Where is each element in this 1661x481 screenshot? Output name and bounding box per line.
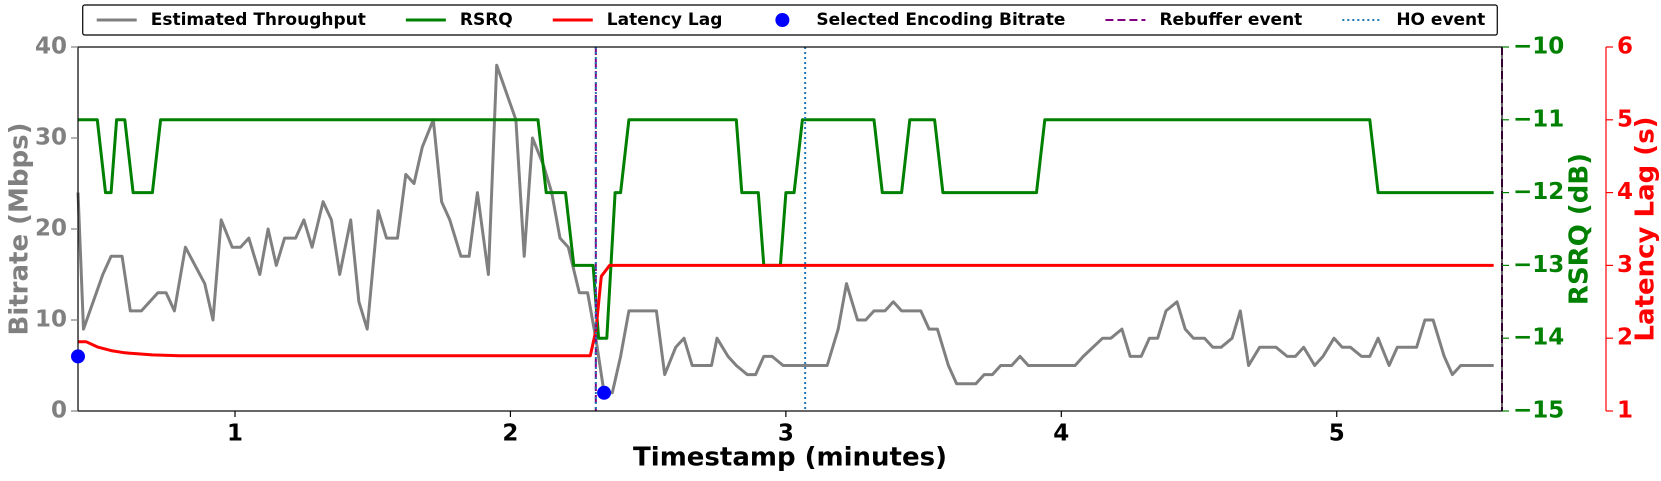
legend: Estimated Throughput RSRQ Latency Lag Selec… (82, 4, 1498, 36)
x-axis-label: Timestamp (minutes) (633, 443, 947, 473)
y3-tick-label: 3 (1617, 252, 1633, 278)
legend-label: Latency Lag (607, 10, 723, 30)
legend-label: Rebuffer event (1159, 10, 1302, 30)
y2-tick-label: −11 (1513, 106, 1564, 132)
y2-tick-label: −13 (1513, 252, 1564, 278)
legend-item: Rebuffer event (1105, 10, 1302, 30)
legend-item: Selected Encoding Bitrate (775, 10, 1065, 30)
y3-axis-label: Latency Lag (s) (1631, 116, 1661, 341)
x-tick-label: 3 (778, 421, 794, 447)
y-tick-label: 0 (51, 398, 67, 424)
y-tick-label: 40 (35, 34, 67, 60)
legend-label: Selected Encoding Bitrate (816, 10, 1065, 30)
legend-item: RSRQ (405, 10, 513, 30)
legend-label: RSRQ (460, 10, 513, 30)
series-line (78, 263, 1494, 358)
y3-tick-label: 4 (1617, 179, 1633, 205)
legend-item: HO event (1342, 10, 1485, 30)
y-axis-label: Bitrate (Mbps) (5, 123, 35, 336)
y2-tick-label: −15 (1513, 398, 1564, 424)
y2-tick-label: −10 (1513, 34, 1564, 60)
y-tick-label: 10 (35, 307, 67, 333)
legend-swatch (775, 13, 790, 27)
x-tick-label: 1 (227, 421, 243, 447)
x-tick-label: 2 (502, 421, 518, 447)
y-tick-label: 20 (35, 216, 67, 242)
legend-box (82, 4, 1498, 36)
y3-tick-label: 6 (1617, 34, 1633, 60)
y3-tick-label: 2 (1617, 325, 1633, 351)
y2-axis-label: RSRQ (dB) (1565, 153, 1595, 305)
legend-label: HO event (1396, 10, 1485, 30)
y3-tick-label: 1 (1617, 398, 1633, 424)
x-tick-label: 4 (1053, 421, 1069, 447)
y-tick-label: 30 (35, 125, 67, 151)
legend-label: Estimated Throughput (151, 10, 366, 30)
scatter-point (71, 349, 85, 364)
series-line (78, 118, 1494, 340)
scatter-point (597, 385, 612, 400)
x-tick-label: 5 (1329, 421, 1345, 447)
y2-tick-label: −12 (1513, 179, 1564, 205)
legend-item: Estimated Throughput (96, 10, 366, 30)
legend-item: Latency Lag (552, 10, 723, 30)
plot-area (76, 47, 1503, 411)
y3-tick-label: 5 (1617, 106, 1633, 132)
series-line (76, 63, 1494, 395)
y2-tick-label: −14 (1513, 325, 1564, 351)
